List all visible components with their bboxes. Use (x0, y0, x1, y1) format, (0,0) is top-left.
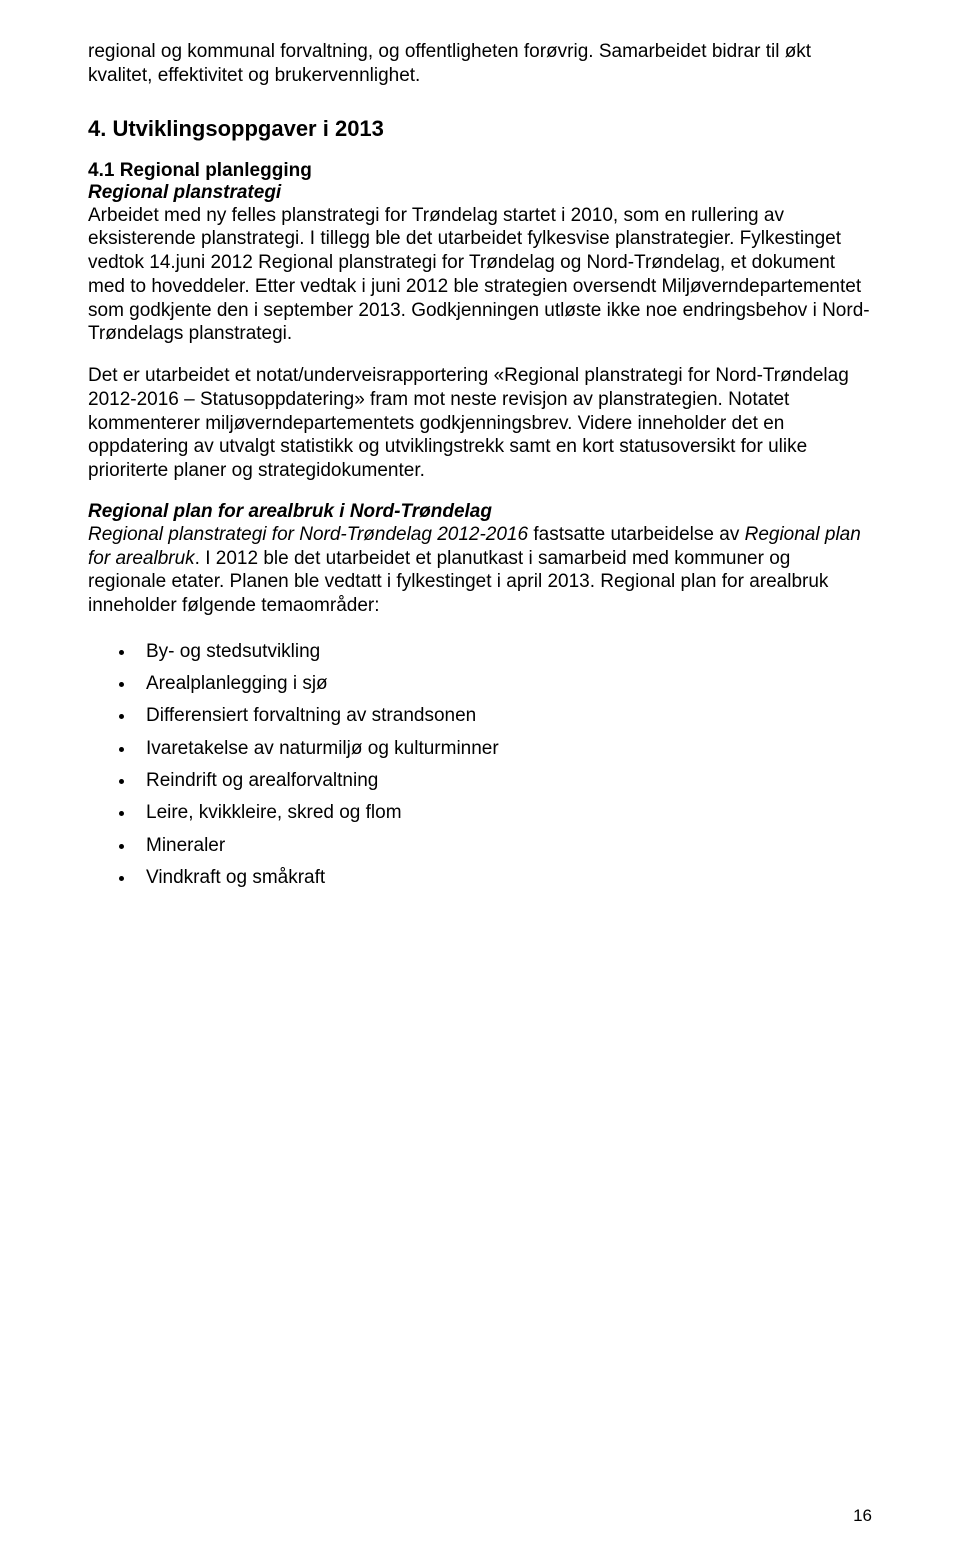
section-heading-4-1: 4.1 Regional planlegging (88, 160, 872, 182)
list-item: Ivaretakelse av naturmiljø og kulturminn… (136, 733, 872, 765)
italic-run-1: Regional planstrategi for Nord-Trøndelag… (88, 524, 528, 545)
text-run-1: fastsatte utarbeidelse av (528, 524, 745, 545)
text-run-2: . I 2012 ble det utarbeidet et planutkas… (88, 548, 828, 617)
subheading-regional-planstrategi: Regional planstrategi (88, 182, 872, 204)
list-item: Leire, kvikkleire, skred og flom (136, 797, 872, 829)
paragraph-planstrategi-1: Arbeidet med ny felles planstrategi for … (88, 204, 872, 347)
list-item: Arealplanlegging i sjø (136, 668, 872, 700)
list-item: By- og stedsutvikling (136, 636, 872, 668)
subheading-arealbruk: Regional plan for arealbruk i Nord-Trønd… (88, 501, 872, 523)
document-page: regional og kommunal forvaltning, og off… (0, 0, 960, 1554)
list-item: Differensiert forvaltning av strandsonen (136, 700, 872, 732)
intro-paragraph: regional og kommunal forvaltning, og off… (88, 40, 872, 88)
list-item: Vindkraft og småkraft (136, 862, 872, 894)
list-item: Reindrift og arealforvaltning (136, 765, 872, 797)
section-heading-4: 4. Utviklingsoppgaver i 2013 (88, 116, 872, 142)
list-item: Mineraler (136, 830, 872, 862)
page-number: 16 (853, 1506, 872, 1526)
paragraph-planstrategi-2: Det er utarbeidet et notat/underveisrapp… (88, 364, 872, 483)
paragraph-arealbruk: Regional planstrategi for Nord-Trøndelag… (88, 523, 872, 618)
bullet-list: By- og stedsutvikling Arealplanlegging i… (88, 636, 872, 894)
